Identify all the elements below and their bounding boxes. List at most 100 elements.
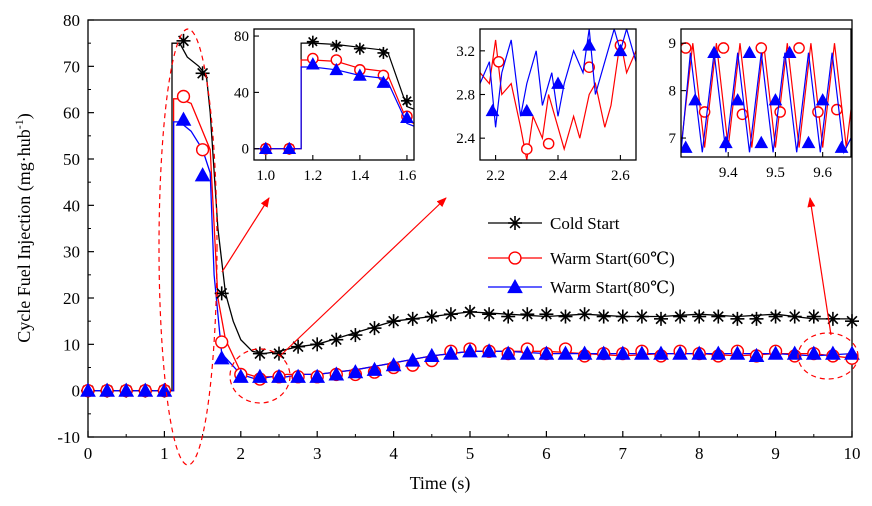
marker-cold-start-28-stroke-3	[636, 311, 648, 322]
y-axis-title-main: Cycle Fuel Injection (mg·hub	[14, 129, 35, 342]
inset-3-marker-1-5	[742, 45, 757, 59]
inset-2-marker-0-2	[542, 137, 555, 150]
marker-warm-start-80-36	[767, 345, 784, 360]
marker-warm-start-60-7	[215, 335, 229, 349]
inset-3-marker-1-10	[815, 93, 830, 106]
inset-1-marker-2-3	[329, 62, 344, 76]
marker-warm-start-80-33	[710, 345, 727, 360]
marker-warm-start-80-6	[194, 167, 211, 182]
marker-cold-start-34	[749, 311, 764, 326]
y-tick-label-80: 80	[63, 11, 80, 30]
inset-3-marker-1-9	[801, 135, 816, 149]
marker-warm-start-80-30	[653, 345, 669, 360]
inset-1-marker-0-6-stroke-3	[402, 96, 412, 106]
marker-cold-start-10	[291, 339, 306, 354]
marker-cold-start-39	[845, 314, 859, 329]
inset-series-1	[254, 35, 414, 155]
inset-frame-3	[680, 28, 852, 158]
inset-3-marker-1-1	[688, 93, 703, 106]
marker-warm-start-80-5	[175, 111, 192, 126]
marker-cold-start-11	[310, 337, 325, 352]
marker-warm-start-80-29	[634, 345, 650, 360]
marker-cold-start-13-stroke-3	[349, 329, 361, 341]
inset-2-line-1	[480, 29, 636, 128]
inset-3: 9.4 9.5 9.6 7 8 9	[669, 28, 852, 181]
inset-3-marker-0-8	[831, 103, 843, 116]
marker-warm-start-80-14	[347, 364, 364, 379]
inset-3-marker-0-7	[812, 106, 824, 118]
inset-frame-1	[253, 28, 415, 161]
marker-cold-start-10-stroke-3	[292, 341, 304, 353]
marker-warm-start-80-12	[309, 368, 326, 383]
y-tick-label--10: -10	[57, 428, 80, 447]
marker-cold-start-16	[405, 311, 420, 326]
marker-cold-start-30	[673, 309, 688, 324]
inset-2-x-tick-label-1: 2.4	[549, 168, 568, 184]
marker-warm-start-80-20	[462, 343, 478, 358]
inset-1-y-tick-label-1: 40	[234, 85, 249, 101]
marker-warm-start-60-6	[195, 143, 210, 157]
inset-3-marker-1-6	[754, 135, 769, 149]
marker-warm-start-80-10	[271, 368, 287, 383]
inset-2-marker-1-2	[551, 76, 565, 89]
inset-3-marker-1-3	[719, 135, 733, 149]
y-tick-label-70: 70	[63, 57, 80, 76]
y-axis-title-close: )	[14, 113, 35, 119]
inset-3-marker-1-8	[782, 45, 797, 59]
highlight-ellipse-dip	[229, 348, 291, 404]
x-tick-label-2: 2	[237, 444, 246, 463]
marker-cold-start-14-stroke-3	[369, 322, 380, 334]
marker-cold-start-24	[558, 309, 573, 324]
x-tick-label-6: 6	[542, 444, 551, 463]
marker-warm-start-80-38	[805, 345, 822, 360]
y-tick-label-40: 40	[63, 196, 80, 215]
inset-3-marker-0-1	[698, 106, 711, 118]
marker-cold-start-12	[329, 332, 344, 347]
inset-1-x-tick-label-0: 1.0	[256, 168, 275, 184]
inset-3-marker-0-6	[793, 42, 805, 54]
marker-warm-start-80-22	[500, 345, 517, 360]
marker-cold-start-25	[577, 307, 592, 322]
marker-cold-start-32	[711, 309, 726, 324]
marker-warm-start-80-21	[481, 343, 497, 358]
marker-cold-start-27	[615, 309, 630, 324]
inset-1-x-tick-label-1: 1.2	[303, 168, 322, 184]
inset-1-marker-2-6	[400, 110, 414, 124]
marker-warm-start-60-5	[176, 89, 191, 104]
inset-1-y-tick-label-0: 0	[242, 142, 250, 158]
inset-3-x-tick-label-1: 9.5	[766, 165, 785, 181]
inset-2: 2.2 2.4 2.6 2.4 2.8 3.2	[456, 28, 637, 184]
marker-warm-start-80-7	[213, 350, 230, 365]
marker-cold-start-9	[272, 346, 286, 361]
inset-2-marker-1-3	[582, 38, 597, 51]
marker-cold-start-33	[730, 311, 745, 326]
inset-2-y-tick-label-2: 3.2	[456, 44, 475, 60]
legend-marker-1	[508, 251, 522, 265]
inset-2-x-tick-label-0: 2.2	[486, 168, 505, 184]
marker-cold-start-15-stroke-3	[388, 315, 400, 327]
marker-cold-start-15	[386, 314, 401, 329]
marker-warm-start-80-3	[137, 382, 154, 397]
marker-cold-start-31-stroke-3	[693, 311, 705, 322]
legend-marker-2	[507, 278, 523, 294]
marker-cold-start-29	[654, 311, 668, 326]
inset-1-y-tick-label-2: 80	[234, 29, 249, 45]
y-axis-title-sup: -1	[12, 119, 26, 129]
marker-warm-start-80-0	[80, 382, 96, 397]
inset-series-2	[480, 29, 636, 160]
marker-warm-start-80-16	[385, 357, 402, 372]
marker-cold-start-35	[768, 309, 783, 324]
inset-3-marker-1-7	[768, 93, 783, 106]
legend-label-cold: Cold Start	[550, 214, 620, 233]
y-tick-label-10: 10	[63, 335, 80, 354]
inset-1-marker-0-3	[330, 39, 343, 52]
inset-2-line-0	[480, 39, 636, 160]
y-tick-label-0: 0	[72, 382, 81, 401]
arrow-to-inset-3	[807, 197, 832, 336]
inset-1: 1.0 1.2 1.4 1.6 0 40 80	[234, 28, 417, 184]
marker-cold-start-11-stroke-3	[311, 338, 323, 350]
marker-cold-start-21	[501, 309, 516, 324]
marker-cold-start-23-stroke-3	[540, 308, 552, 320]
inset-3-marker-1-11	[834, 140, 849, 153]
